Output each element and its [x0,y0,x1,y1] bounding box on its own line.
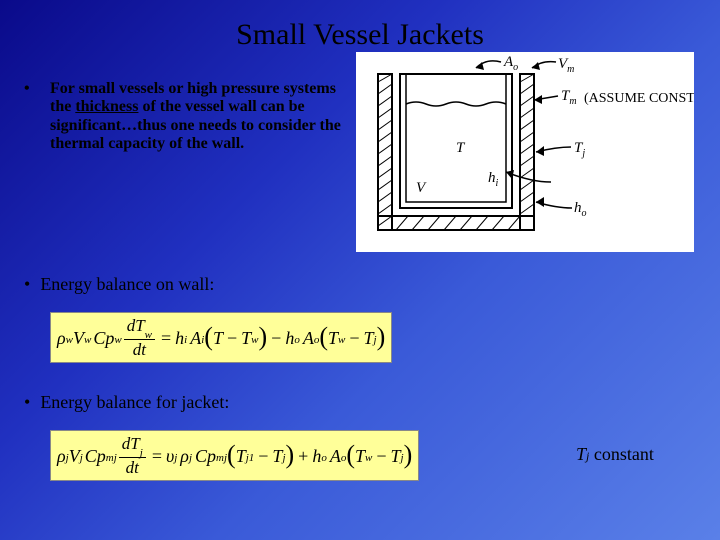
slide-title: Small Vessel Jackets [0,0,720,52]
equation-wall: ρw Vw Cpw dTwdt = hi Ai (T−Tw) − ho Ao (… [50,312,392,363]
svg-text:hi: hi [488,170,499,189]
tj-constant-note: Tj constant [576,444,654,465]
svg-text:ho: ho [574,200,587,219]
bullet-1-underline: thickness [75,98,138,115]
bullet-3-text: Energy balance for jacket: [40,392,229,412]
svg-text:Tm: Tm [561,88,577,107]
assume-constant-label: (ASSUME CONSTANT) [584,91,694,106]
svg-text:Vm: Vm [558,56,574,75]
bullet-dot-1: • [24,80,30,98]
bullet-2-text: Energy balance on wall: [40,274,214,294]
bullet-dot-2: • [24,274,30,294]
vessel-diagram: T V Ao Vm Tm (ASSUME CONSTANT) hi Tj [356,52,694,252]
note-text: constant [589,444,654,464]
bullet-1: • For small vessels or high pressure sys… [24,80,344,154]
svg-text:T: T [456,140,466,156]
label-Ao: Ao [503,54,518,73]
bullet-2: • Energy balance on wall: [24,274,214,295]
svg-text:V: V [416,180,427,196]
equation-jacket: ρj Vj Cpmj dTjdt = υj ρj Cpmj (Tj1−Tj) +… [50,430,419,481]
bullet-dot-3: • [24,392,30,412]
svg-text:Tj: Tj [574,140,585,159]
note-var: T [576,444,586,464]
bullet-3: • Energy balance for jacket: [24,392,229,413]
